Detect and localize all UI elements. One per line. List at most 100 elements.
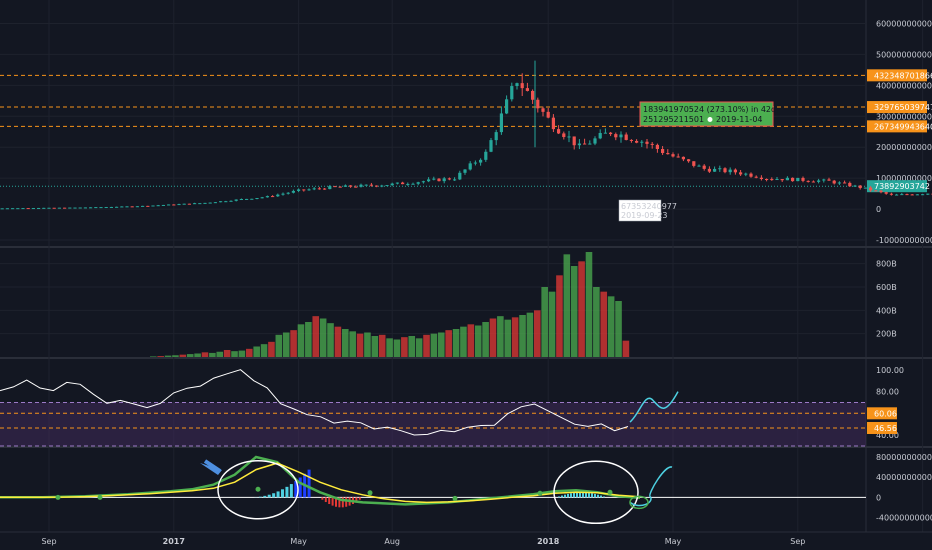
candle-body <box>380 185 384 187</box>
projection-sub-value: 251295211501 <box>643 115 704 124</box>
candle-body <box>401 182 405 185</box>
candle-body <box>728 169 732 173</box>
macd-histogram-bar <box>579 492 581 498</box>
candle-body <box>11 208 15 210</box>
candle-body <box>57 207 61 209</box>
candle-body <box>281 193 285 195</box>
candle-body <box>68 207 72 209</box>
macd-histogram-bar <box>567 493 569 498</box>
macd-cross-dot <box>452 495 458 501</box>
candle-body <box>780 179 784 181</box>
candle-body <box>437 178 441 182</box>
candle-body <box>146 205 150 207</box>
volume-bar <box>423 334 430 357</box>
macd-histogram-bar <box>591 493 593 498</box>
level-badge-label: 329765039747 <box>874 103 932 112</box>
candle-body <box>89 207 93 209</box>
candle-body <box>640 141 644 143</box>
volume-bar <box>186 354 194 357</box>
candle-body <box>874 190 878 192</box>
macd-histogram-bar <box>358 497 361 500</box>
anchor-label-date: 2019-09-23 <box>621 211 668 220</box>
candle-body <box>78 207 82 209</box>
candle-body <box>323 188 327 190</box>
candle-body <box>494 132 498 141</box>
level-badge <box>867 69 927 82</box>
price-axis-tick: 400000000000 <box>876 81 932 90</box>
candle-body <box>754 176 758 178</box>
macd-histogram-bar <box>276 491 280 498</box>
candle-body <box>219 201 223 203</box>
macd-projection-path <box>629 466 673 507</box>
volume-bar <box>246 348 253 357</box>
candle-body <box>655 144 659 150</box>
candle-body <box>858 185 862 189</box>
volume-bar <box>578 261 585 357</box>
candle-body <box>713 168 717 172</box>
candle-body <box>671 154 675 157</box>
candle-body <box>141 205 145 207</box>
volume-bar <box>445 330 452 357</box>
candle-body <box>375 185 379 187</box>
volume-bar <box>415 338 423 357</box>
macd-histogram-bar <box>331 497 334 506</box>
macd-histogram-bar <box>345 497 348 507</box>
volume-bar <box>231 351 238 357</box>
rsi-band <box>0 402 866 446</box>
annotation-circle <box>217 460 299 520</box>
rsi-level-badge <box>867 421 897 434</box>
candle-body <box>395 182 399 184</box>
volume-bar <box>209 352 216 357</box>
macd-histogram-bar <box>355 497 358 503</box>
candle-body <box>853 185 857 187</box>
macd-cross-dot <box>97 494 103 500</box>
candle-body <box>468 163 472 170</box>
level-badge <box>867 120 927 133</box>
volume-bar <box>474 325 482 357</box>
volume-bar <box>430 333 438 357</box>
volume-bar <box>497 316 504 357</box>
macd-histogram-bar <box>335 497 337 507</box>
volume-bar <box>342 329 349 357</box>
candle-body <box>317 188 321 190</box>
macd-histogram-bar <box>585 492 587 498</box>
candle-body <box>697 165 701 167</box>
candle-body <box>889 193 893 195</box>
candle-body <box>47 207 51 209</box>
candle-body <box>130 206 134 208</box>
volume-bar <box>268 341 275 357</box>
x-axis-tick: May <box>290 537 307 546</box>
macd-histogram-bar <box>576 492 578 498</box>
candle-body <box>338 186 342 188</box>
candle-body <box>910 194 914 196</box>
volume-bar <box>570 266 578 357</box>
candle-body <box>427 179 431 182</box>
candle-body <box>926 193 930 195</box>
macd-histogram-bar <box>338 497 341 508</box>
volume-bar <box>401 337 408 357</box>
candle-body <box>676 156 680 158</box>
candle-body <box>208 202 212 204</box>
x-axis-tick: Aug <box>384 537 400 546</box>
candle-body <box>343 185 347 187</box>
annotation-circle <box>553 460 639 525</box>
candle-body <box>52 207 56 209</box>
candle-body <box>302 189 306 191</box>
candle-body <box>515 83 519 87</box>
volume-bar <box>164 355 172 357</box>
x-axis-tick: 2018 <box>537 537 560 546</box>
x-axis-tick: 2017 <box>163 537 185 546</box>
candle-body <box>349 185 353 187</box>
volume-bar <box>349 331 356 357</box>
candle-body <box>921 194 925 196</box>
candle-body <box>213 202 217 204</box>
volume-bar <box>282 332 290 357</box>
candle-body <box>156 205 160 207</box>
anchor-label-value: 67353240977 <box>621 202 677 211</box>
candle-body <box>297 189 301 191</box>
candle-body <box>811 181 815 183</box>
volume-bar <box>593 287 600 357</box>
volume-bar <box>179 354 187 357</box>
candle-body <box>203 202 207 204</box>
candle-body <box>177 204 181 206</box>
